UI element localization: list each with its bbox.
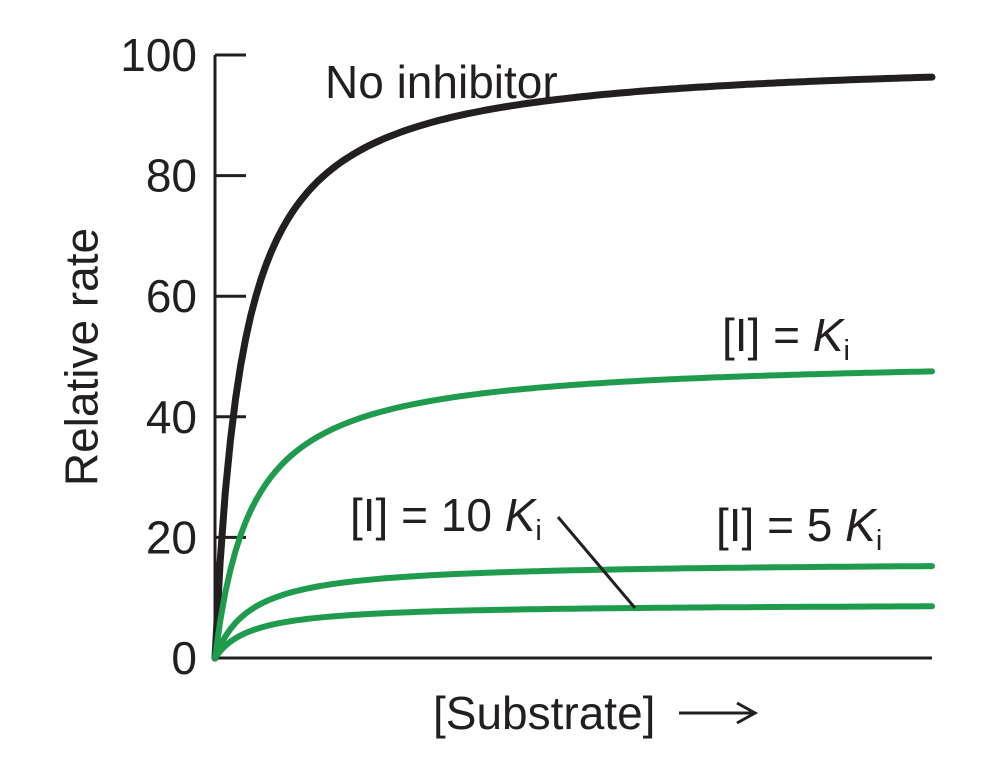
annotation-ten-ki-subscript: i — [535, 515, 542, 547]
annotation-ten-ki-symbol: K — [504, 489, 536, 541]
y-tick-label-80: 80 — [146, 150, 197, 202]
annotation-ten-ki: [I] = 10 Ki — [350, 490, 542, 548]
annotation-five-ki-symbol: K — [845, 499, 876, 551]
right-arrow-icon — [679, 701, 759, 725]
annotation-ki: [I] = Ki — [722, 310, 850, 368]
annotation-five-ki: [I] = 5 Ki — [716, 500, 882, 558]
annotation-ten-ki-prefix: [I] = 10 — [350, 489, 505, 541]
y-tick-label-20: 20 — [146, 511, 197, 563]
y-axis-title: Relative rate — [55, 227, 108, 487]
curve-no-inhibitor — [211, 73, 936, 662]
annotation-ki-symbol: K — [812, 309, 844, 361]
annotation-no-inhibitor: No inhibitor — [325, 56, 558, 108]
curve-five-ki — [212, 563, 935, 661]
annotation-ki-subscript: i — [843, 335, 850, 367]
x-axis-title-row: [Substrate] — [433, 688, 767, 739]
annotation-five-ki-subscript: i — [875, 525, 883, 557]
ten-ki-leader-line — [556, 516, 637, 609]
curve-ki — [212, 368, 935, 661]
y-tick-label-100: 100 — [120, 29, 197, 81]
annotation-five-ki-prefix: [I] = 5 — [716, 499, 846, 551]
y-tick-label-60: 60 — [146, 270, 197, 322]
annotation-ki-prefix: [I] = — [722, 309, 813, 361]
curve-ten-ki — [212, 603, 935, 661]
y-tick-label-40: 40 — [146, 391, 197, 443]
x-axis-title: [Substrate] — [433, 687, 656, 739]
y-tick-label-0: 0 — [171, 632, 197, 684]
